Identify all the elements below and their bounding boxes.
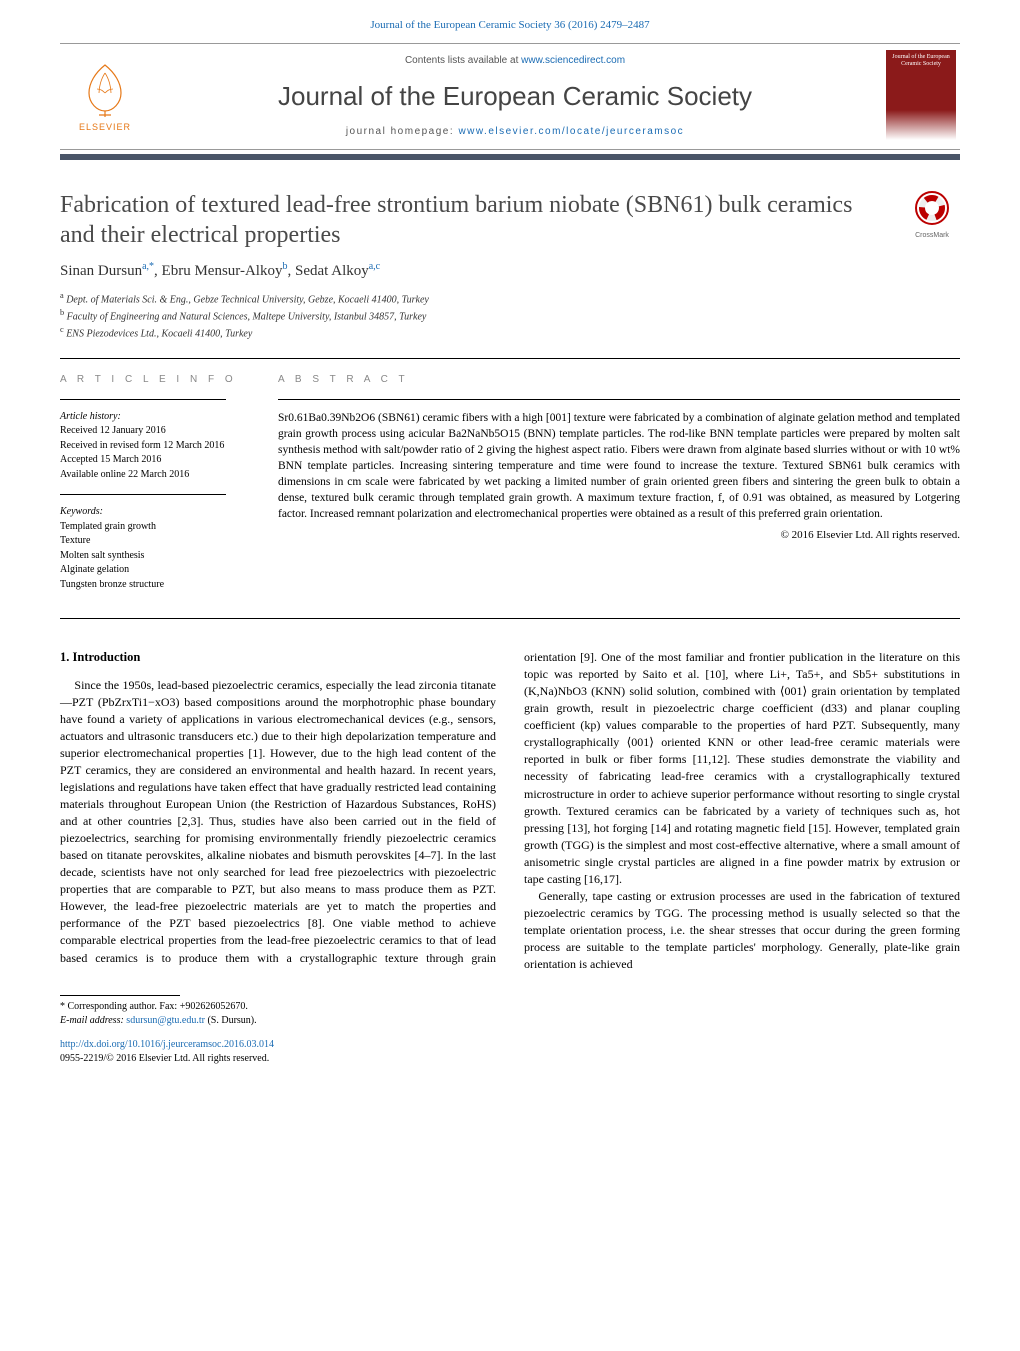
keyword-1: Templated grain growth: [60, 520, 246, 535]
article-info-column: A R T I C L E I N F O Article history: R…: [60, 359, 260, 619]
history-online: Available online 22 March 2016: [60, 468, 246, 483]
journal-homepage-line: journal homepage: www.elsevier.com/locat…: [150, 125, 880, 139]
issn-copyright: 0955-2219/© 2016 Elsevier Ltd. All right…: [60, 1053, 269, 1064]
email-label: E-mail address:: [60, 1015, 124, 1026]
crossmark-badge[interactable]: CrossMark: [904, 190, 960, 241]
affiliation-b: Faculty of Engineering and Natural Scien…: [67, 311, 427, 322]
homepage-prefix: journal homepage:: [346, 126, 459, 137]
elsevier-tree-icon: [75, 59, 135, 119]
sciencedirect-link[interactable]: www.sciencedirect.com: [521, 55, 625, 66]
article-title: Fabrication of textured lead-free stront…: [60, 190, 884, 250]
corresponding-email-link[interactable]: sdursun@gtu.edu.tr: [126, 1015, 205, 1026]
history-accepted: Accepted 15 March 2016: [60, 453, 246, 468]
author-3-affil: a,c: [369, 261, 380, 272]
keywords-block: Keywords: Templated grain growth Texture…: [60, 505, 246, 592]
contents-prefix: Contents lists available at: [405, 55, 521, 66]
journal-cover-thumbnail: Journal of the European Ceramic Society: [880, 44, 960, 148]
author-3: Sedat Alkoy: [295, 263, 369, 279]
crossmark-icon: [914, 190, 950, 226]
author-2-affil: b: [282, 261, 287, 272]
body-columns: 1. Introduction Since the 1950s, lead-ba…: [60, 649, 960, 973]
abstract-column: A B S T R A C T Sr0.61Ba0.39Nb2O6 (SBN61…: [260, 359, 960, 619]
keyword-5: Tungsten bronze structure: [60, 578, 246, 593]
page-citation: Journal of the European Ceramic Society …: [0, 0, 1020, 43]
journal-header: ELSEVIER Contents lists available at www…: [60, 43, 960, 149]
history-revised: Received in revised form 12 March 2016: [60, 439, 246, 454]
header-rule: [60, 154, 960, 160]
contents-available-line: Contents lists available at www.scienced…: [150, 54, 880, 68]
history-label: Article history:: [60, 410, 246, 425]
corresponding-author-line: * Corresponding author. Fax: +9026260526…: [60, 1000, 960, 1014]
abstract-heading: A B S T R A C T: [278, 373, 960, 387]
keyword-4: Alginate gelation: [60, 563, 246, 578]
author-1: Sinan Dursun: [60, 263, 142, 279]
cover-title: Journal of the European Ceramic Society: [890, 54, 952, 67]
doi-link[interactable]: http://dx.doi.org/10.1016/j.jeurceramsoc…: [60, 1039, 274, 1050]
crossmark-label: CrossMark: [904, 231, 960, 241]
publisher-name: ELSEVIER: [79, 121, 131, 134]
affiliations: a Dept. of Materials Sci. & Eng., Gebze …: [60, 290, 960, 342]
keyword-3: Molten salt synthesis: [60, 549, 246, 564]
info-abstract-row: A R T I C L E I N F O Article history: R…: [60, 358, 960, 619]
citation-link[interactable]: Journal of the European Ceramic Society …: [370, 19, 649, 31]
journal-name: Journal of the European Ceramic Society: [150, 78, 880, 114]
affiliation-a: Dept. of Materials Sci. & Eng., Gebze Te…: [66, 294, 429, 305]
section-1-heading: 1. Introduction: [60, 649, 496, 667]
history-received: Received 12 January 2016: [60, 424, 246, 439]
page-footer: * Corresponding author. Fax: +9026260526…: [60, 995, 960, 1066]
article-history: Article history: Received 12 January 201…: [60, 410, 246, 483]
authors-line: Sinan Dursuna,*, Ebru Mensur-Alkoyb, Sed…: [60, 260, 960, 282]
affiliation-c: ENS Piezodevices Ltd., Kocaeli 41400, Tu…: [66, 329, 252, 340]
abstract-text: Sr0.61Ba0.39Nb2O6 (SBN61) ceramic fibers…: [278, 410, 960, 523]
author-1-affil: a,*: [142, 261, 154, 272]
intro-para-2: Generally, tape casting or extrusion pro…: [524, 888, 960, 973]
header-center: Contents lists available at www.scienced…: [150, 44, 880, 148]
keyword-2: Texture: [60, 534, 246, 549]
journal-homepage-link[interactable]: www.elsevier.com/locate/jeurceramsoc: [458, 126, 684, 137]
article-info-heading: A R T I C L E I N F O: [60, 373, 246, 387]
abstract-copyright: © 2016 Elsevier Ltd. All rights reserved…: [278, 528, 960, 543]
keywords-label: Keywords:: [60, 505, 246, 520]
corresponding-name: (S. Dursun).: [207, 1015, 256, 1026]
publisher-logo: ELSEVIER: [60, 44, 150, 148]
author-2: Ebru Mensur-Alkoy: [162, 263, 283, 279]
